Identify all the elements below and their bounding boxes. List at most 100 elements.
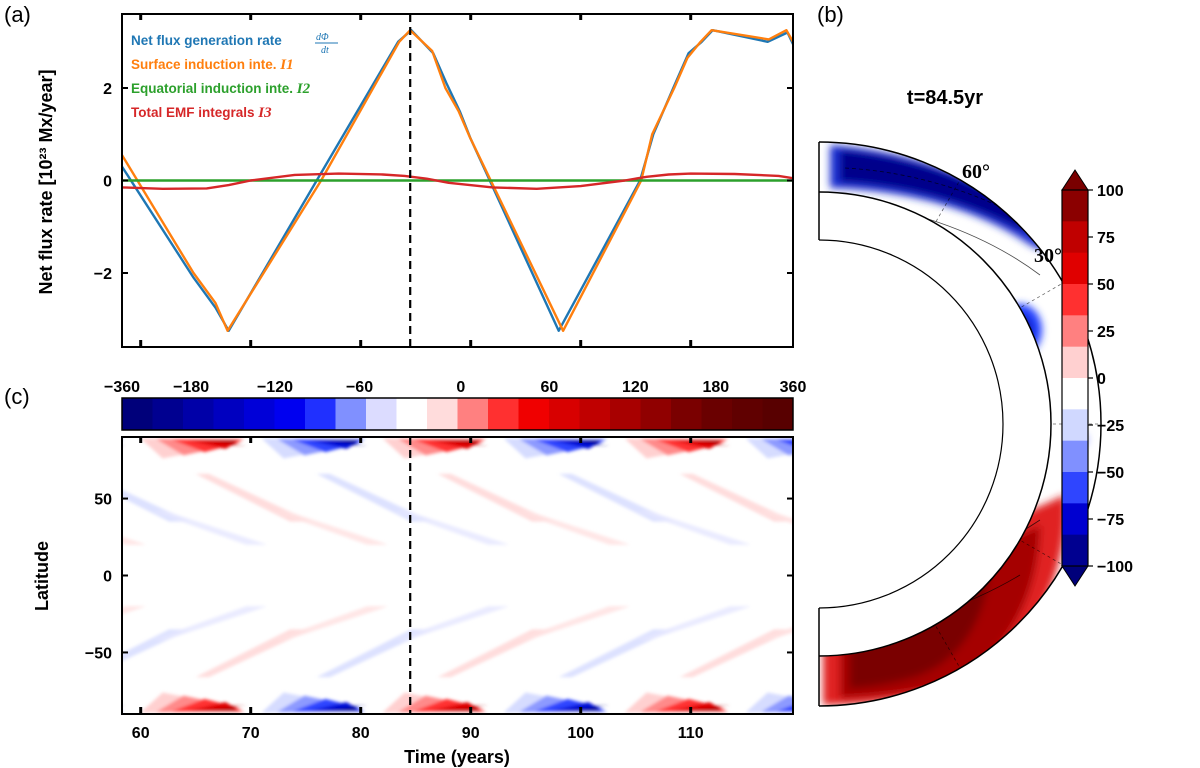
colorbar-level bbox=[1062, 221, 1088, 254]
heatmap-polar-patch bbox=[761, 695, 793, 712]
panel-c-field bbox=[0, 438, 1093, 713]
heatmap-polar-patch bbox=[444, 440, 489, 446]
heatmap-polar-patch bbox=[0, 439, 1, 455]
colorbar-level bbox=[1062, 284, 1088, 316]
colorbar-level bbox=[274, 398, 306, 430]
colorbar-level bbox=[579, 398, 611, 430]
series-line-2 bbox=[122, 29, 793, 332]
colorbar-level bbox=[732, 398, 763, 430]
colorbar-level bbox=[1062, 190, 1088, 222]
heatmap-polar-patch bbox=[1034, 702, 1086, 711]
legend-fraction-denominator: dt bbox=[321, 45, 329, 56]
heatmap-polar-patch bbox=[882, 439, 969, 455]
legend-fraction-numerator: dΦ bbox=[316, 32, 329, 43]
y-tick-label: −2 bbox=[94, 266, 112, 283]
colorbar-tick-label: −75 bbox=[1097, 512, 1124, 529]
x-tick-label: 90 bbox=[462, 725, 480, 742]
x-tick-label: 110 bbox=[678, 725, 704, 742]
legend-entry-1: Net flux generation rate bbox=[131, 33, 282, 48]
heatmap-streak bbox=[272, 606, 389, 641]
heatmap-polar-patch bbox=[0, 440, 4, 445]
panel-a-line-chart: −2 0 2 Net flux rate [10²³ Mx/year] Net fl… bbox=[36, 13, 794, 348]
heatmap-polar-patch bbox=[122, 710, 125, 713]
colorbar-extend-top bbox=[1061, 169, 1089, 191]
heatmap-polar-patch bbox=[686, 440, 731, 446]
x-tick-label: 100 bbox=[567, 725, 594, 742]
colorbar-level bbox=[488, 398, 519, 430]
y-tick-label: −50 bbox=[85, 645, 112, 662]
heatmap-polar-patch bbox=[51, 439, 120, 452]
colorbar-level bbox=[366, 398, 397, 430]
heatmap-polar-patch bbox=[35, 439, 122, 455]
panel-label-a: (a) bbox=[4, 2, 31, 27]
heatmap-polar-patch bbox=[66, 440, 118, 449]
colorbar-tick-label: 180 bbox=[702, 379, 729, 396]
panel-c-colorbar: −360 −180 −120 −60 0 60 120 180 360 bbox=[104, 379, 806, 431]
heatmap-polar-patch bbox=[686, 705, 731, 711]
legend-entry-3: Equatorial induction inte. I2 bbox=[131, 81, 311, 97]
heatmap-streak bbox=[0, 606, 25, 640]
colorbar-level bbox=[213, 398, 245, 430]
panel-b-colorbar: 100 75 50 25 0 −25 −50 −75 −100 bbox=[1061, 169, 1133, 587]
panel-c-map bbox=[0, 437, 1093, 714]
heatmap-polar-patch bbox=[898, 439, 967, 452]
colorbar-level bbox=[610, 398, 641, 430]
heatmap-streak bbox=[122, 536, 147, 545]
panel-c-x-ticks: 60 70 80 90 100 110 bbox=[132, 437, 704, 742]
colorbar-level bbox=[427, 398, 458, 430]
heatmap-polar-patch bbox=[988, 692, 1092, 712]
colorbar-level bbox=[335, 398, 367, 430]
colorbar-level bbox=[671, 398, 702, 430]
heatmap-streak bbox=[393, 606, 510, 641]
panel-a-x-ticks bbox=[139, 14, 693, 347]
panel-c-y-ticks: −50 0 50 bbox=[85, 492, 793, 662]
heatmap-polar-patch bbox=[202, 440, 247, 446]
colorbar-tick-label: 50 bbox=[1097, 277, 1115, 294]
colorbar-tick-label: −180 bbox=[173, 379, 209, 396]
heatmap-polar-patch bbox=[122, 705, 126, 706]
colorbar-tick-label: −120 bbox=[257, 379, 293, 396]
heatmap-streak bbox=[0, 511, 25, 545]
colorbar-level bbox=[1062, 252, 1088, 285]
heatmap-streak bbox=[679, 629, 793, 678]
heatmap-polar-patch bbox=[565, 705, 610, 711]
heatmap-polar-patch bbox=[913, 440, 965, 449]
heatmap-streak bbox=[151, 510, 268, 545]
colorbar-tick-label: 120 bbox=[622, 379, 649, 396]
colorbar-tick-label: −100 bbox=[1097, 559, 1133, 576]
heatmap-streak bbox=[122, 606, 147, 615]
y-tick-label: 0 bbox=[103, 174, 112, 191]
heatmap-streak bbox=[679, 473, 793, 522]
heatmap-streak bbox=[272, 510, 389, 545]
heatmap-polar-patch bbox=[913, 702, 965, 711]
y-tick-label: 2 bbox=[103, 81, 112, 98]
colorbar-tick-label: 100 bbox=[1097, 183, 1124, 200]
colorbar-tick-label: −360 bbox=[104, 379, 140, 396]
heatmap-polar-patch bbox=[882, 696, 969, 712]
heatmap-polar-patch bbox=[1049, 705, 1093, 710]
heatmap-polar-patch bbox=[898, 699, 967, 712]
colorbar-level bbox=[1062, 409, 1088, 442]
heatmap-polar-patch bbox=[928, 705, 972, 710]
heatmap-polar-patch bbox=[0, 692, 3, 712]
heatmap-polar-patch bbox=[928, 440, 972, 445]
x-tick-label: 70 bbox=[242, 725, 260, 742]
colorbar-level bbox=[640, 398, 672, 430]
y-tick-label: 0 bbox=[103, 569, 112, 586]
heatmap-streak bbox=[195, 629, 312, 678]
panel-b-title: t=84.5yr bbox=[907, 87, 983, 109]
colorbar-level bbox=[1062, 315, 1088, 348]
panel-b-angle-label-60: 60° bbox=[962, 161, 990, 183]
colorbar-tick-label: 60 bbox=[541, 379, 559, 396]
heatmap-streak bbox=[195, 473, 312, 522]
colorbar-extend-bottom bbox=[1061, 565, 1089, 587]
heatmap-polar-patch bbox=[791, 439, 793, 441]
colorbar-level bbox=[183, 398, 214, 430]
panel-b-meridional-map: t=84.5yr bbox=[818, 87, 1133, 707]
panel-c-y-axis-label: Latitude bbox=[32, 541, 52, 611]
heatmap-polar-patch bbox=[761, 439, 793, 456]
heatmap-streak bbox=[393, 510, 510, 545]
colorbar-level bbox=[396, 398, 428, 430]
heatmap-streak bbox=[514, 606, 631, 641]
